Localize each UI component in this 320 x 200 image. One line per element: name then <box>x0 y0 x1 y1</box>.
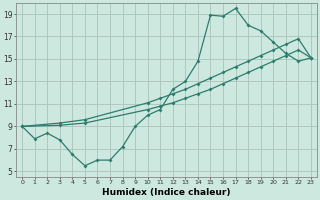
X-axis label: Humidex (Indice chaleur): Humidex (Indice chaleur) <box>102 188 231 197</box>
